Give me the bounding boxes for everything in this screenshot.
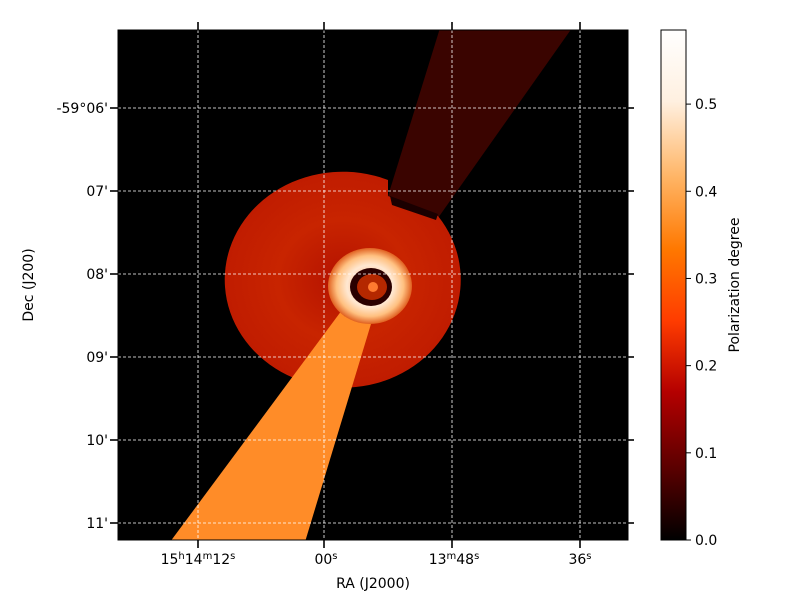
cone-edge-shadow <box>390 196 438 220</box>
y-tick-label-2: 08' <box>86 267 108 283</box>
colorbar-tick-label-2: 0.2 <box>695 359 717 375</box>
polarization-map <box>118 30 628 540</box>
y-tick-label-0: -59°06' <box>56 101 108 117</box>
x-tick-labels: 15h14m12s 00s 13m48s 36s <box>161 551 592 568</box>
core-center <box>368 282 378 292</box>
y-tick-label-1: 07' <box>86 184 108 200</box>
y-tick-labels: -59°06' 07' 08' 09' 10' 11' <box>56 101 108 532</box>
y-tick-label-5: 11' <box>86 516 108 532</box>
colorbar: 0.0 0.1 0.2 0.3 0.4 0.5 Polarization degree <box>660 29 743 549</box>
x-tick-label-3: 36s <box>568 551 591 568</box>
x-tick-label-0: 15h14m12s <box>161 551 236 568</box>
colorbar-gradient <box>660 29 687 541</box>
northeast-cone-region <box>388 30 571 218</box>
colorbar-tick-label-5: 0.5 <box>695 97 717 113</box>
x-tick-label-1: 00s <box>314 551 337 568</box>
y-tick-label-3: 09' <box>86 350 108 366</box>
colorbar-tick-label-1: 0.1 <box>695 446 717 462</box>
colorbar-tick-label-0: 0.0 <box>695 533 717 549</box>
colorbar-tick-label-3: 0.3 <box>695 271 717 287</box>
y-tick-label-4: 10' <box>86 433 108 449</box>
x-tick-label-2: 13m48s <box>429 551 480 568</box>
grid-lines <box>118 30 628 540</box>
colorbar-ticks: 0.0 0.1 0.2 0.3 0.4 0.5 <box>686 97 717 549</box>
x-axis-label: RA (J2000) <box>336 576 410 592</box>
plot-frame <box>117 29 629 541</box>
southwest-cone-region <box>171 310 374 540</box>
colorbar-tick-label-4: 0.4 <box>695 184 717 200</box>
tick-marks <box>110 22 634 548</box>
y-axis-label: Dec (J200) <box>21 248 37 321</box>
colorbar-label: Polarization degree <box>727 218 743 353</box>
